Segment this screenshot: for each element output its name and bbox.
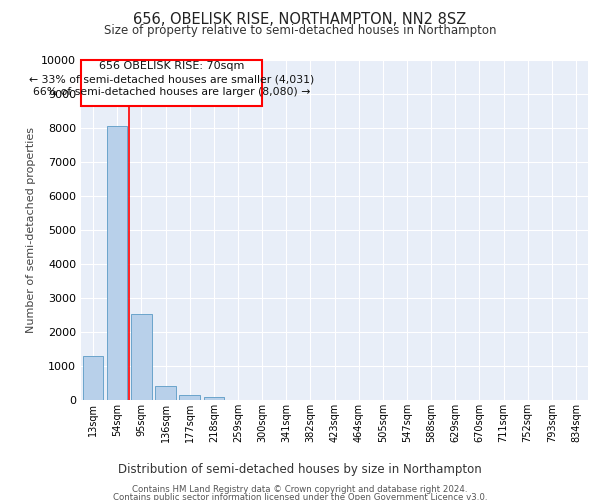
Text: Distribution of semi-detached houses by size in Northampton: Distribution of semi-detached houses by … (118, 462, 482, 475)
Text: Size of property relative to semi-detached houses in Northampton: Size of property relative to semi-detach… (104, 24, 496, 37)
Y-axis label: Number of semi-detached properties: Number of semi-detached properties (26, 127, 35, 333)
Bar (203, 396, 224, 400)
Text: ← 33% of semi-detached houses are smaller (4,031): ← 33% of semi-detached houses are smalle… (29, 74, 314, 84)
FancyBboxPatch shape (81, 60, 262, 106)
Bar (83, 356, 103, 400)
Bar (107, 126, 127, 400)
Text: 656, OBELISK RISE, NORTHAMPTON, NN2 8SZ: 656, OBELISK RISE, NORTHAMPTON, NN2 8SZ (133, 12, 467, 28)
Bar (155, 386, 176, 400)
Bar (131, 314, 152, 400)
Text: 66% of semi-detached houses are larger (8,080) →: 66% of semi-detached houses are larger (… (33, 87, 310, 97)
Text: Contains public sector information licensed under the Open Government Licence v3: Contains public sector information licen… (113, 494, 487, 500)
Text: Contains HM Land Registry data © Crown copyright and database right 2024.: Contains HM Land Registry data © Crown c… (132, 485, 468, 494)
Bar (179, 395, 200, 400)
Text: 656 OBELISK RISE: 70sqm: 656 OBELISK RISE: 70sqm (99, 61, 244, 71)
